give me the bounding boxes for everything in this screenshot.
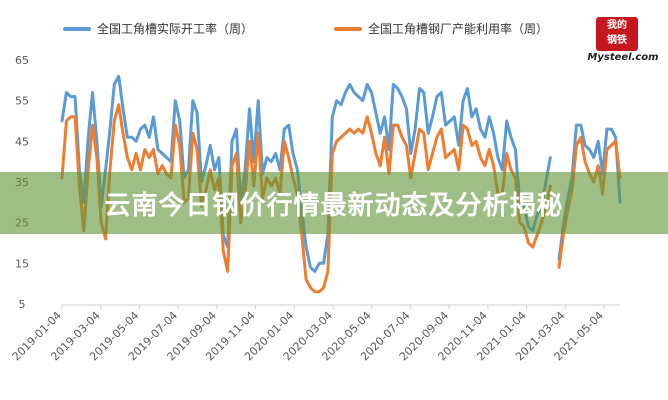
y-tick-label: 65 [15, 54, 29, 67]
logo-text-top: 我的 [607, 20, 627, 31]
legend-item-operating-rate: 全国工角槽实际开工率（周） [63, 20, 253, 37]
series-line-capacity-utilization [60, 103, 552, 294]
x-axis: 2019-01-042019-03-042019-05-042019-07-04… [10, 304, 620, 363]
legend-label-capacity-utilization: 全国工角槽钢厂产能利用率（周） [368, 22, 549, 36]
mysteel-logo: 我的 钢铁 Mysteel.com [584, 15, 662, 65]
headline-banner: 云南今日钢价行情最新动态及分析揭秘 [0, 172, 668, 234]
y-tick-label: 5 [19, 298, 26, 311]
legend-label-operating-rate: 全国工角槽实际开工率（周） [97, 22, 254, 36]
logo-text-mid: 钢铁 [607, 35, 627, 46]
y-tick-label: 45 [15, 135, 29, 148]
y-tick-label: 55 [15, 95, 29, 108]
y-tick-label: 15 [15, 257, 29, 270]
headline-text: 云南今日钢价行情最新动态及分析揭秘 [104, 190, 564, 221]
series-line-operating-rate [60, 74, 552, 273]
legend-swatch-blue [63, 26, 91, 31]
legend-item-capacity-utilization: 全国工角槽钢厂产能利用率（周） [334, 20, 548, 37]
legend-swatch-orange [334, 26, 362, 31]
logo-text-site: Mysteel.com [587, 52, 659, 63]
logo-badge [596, 17, 638, 51]
